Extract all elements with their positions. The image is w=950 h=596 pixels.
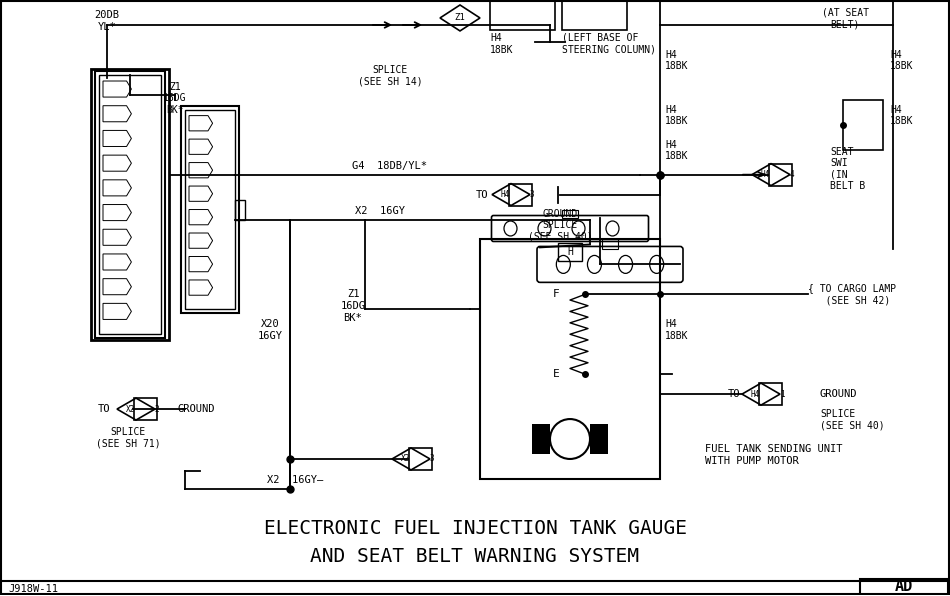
Text: E: E — [553, 369, 560, 379]
Text: H4: H4 — [761, 170, 770, 179]
Text: Z1: Z1 — [455, 14, 465, 23]
Text: H4
18BK: H4 18BK — [890, 105, 914, 126]
Bar — [558, 243, 582, 262]
Text: H4
18BK: H4 18BK — [665, 139, 689, 162]
Bar — [490, 0, 555, 30]
Text: X2  16GY: X2 16GY — [355, 206, 405, 216]
Text: { TO CARGO LAMP
   (SEE SH 42): { TO CARGO LAMP (SEE SH 42) — [808, 284, 896, 305]
Text: 20DB
YL*: 20DB YL* — [94, 10, 120, 32]
Text: GROUND: GROUND — [820, 389, 858, 399]
Bar — [95, 71, 165, 339]
Text: H4: H4 — [750, 390, 760, 399]
Text: X20
16GY: X20 16GY — [257, 319, 282, 341]
Text: Z1
16DG
BK*: Z1 16DG BK* — [163, 82, 187, 115]
Text: H: H — [567, 247, 573, 257]
Text: H4
18BK: H4 18BK — [665, 105, 689, 126]
Text: GROUND
SPLICE
(SEE SH 40): GROUND SPLICE (SEE SH 40) — [527, 209, 592, 242]
Text: H4: H4 — [501, 190, 510, 199]
Bar — [235, 200, 245, 219]
Bar — [91, 69, 169, 340]
Text: X2: X2 — [125, 405, 135, 414]
Bar — [562, 0, 627, 30]
Text: AD: AD — [895, 579, 913, 594]
Text: X2: X2 — [401, 455, 410, 464]
Text: Z1
16DG
BK*: Z1 16DG BK* — [340, 289, 366, 322]
Text: 4: 4 — [789, 170, 794, 179]
Bar — [480, 240, 660, 479]
Text: 1: 1 — [780, 390, 785, 399]
Bar — [602, 240, 618, 250]
Text: ELECTRONIC FUEL INJECTION TANK GAUGE: ELECTRONIC FUEL INJECTION TANK GAUGE — [263, 519, 687, 538]
Text: F: F — [553, 289, 560, 299]
Text: H4
18BK: H4 18BK — [665, 319, 689, 341]
Bar — [99, 75, 161, 334]
Text: H4
18BK: H4 18BK — [490, 33, 514, 54]
Text: 2: 2 — [155, 405, 160, 414]
Text: TO: TO — [476, 190, 488, 200]
Text: 3: 3 — [530, 190, 534, 199]
Text: J918W-11: J918W-11 — [8, 583, 58, 594]
Text: H4
18BK: H4 18BK — [890, 50, 914, 72]
Bar — [532, 424, 550, 454]
Text: AND SEAT BELT WARNING SYSTEM: AND SEAT BELT WARNING SYSTEM — [311, 547, 639, 566]
Text: TO: TO — [728, 389, 740, 399]
Bar — [185, 110, 235, 309]
Circle shape — [550, 419, 590, 459]
Text: GROUND: GROUND — [178, 404, 216, 414]
Text: SEAT
SWI
(IN
BELT B: SEAT SWI (IN BELT B — [830, 147, 865, 191]
Text: FUEL TANK SENDING UNIT
WITH PUMP MOTOR: FUEL TANK SENDING UNIT WITH PUMP MOTOR — [705, 444, 843, 465]
Text: SPLICE
(SEE SH 71): SPLICE (SEE SH 71) — [96, 427, 161, 449]
Text: H4
18BK: H4 18BK — [665, 50, 689, 72]
Text: (LEFT BASE OF
STEERING COLUMN): (LEFT BASE OF STEERING COLUMN) — [562, 33, 656, 54]
Bar — [843, 100, 883, 150]
Text: (AT SEAT
BELT): (AT SEAT BELT) — [822, 8, 868, 30]
Text: G4  18DB/YL*: G4 18DB/YL* — [352, 160, 428, 170]
Bar — [590, 424, 608, 454]
Text: SPLICE
(SEE SH 40): SPLICE (SEE SH 40) — [820, 409, 884, 431]
Text: X2  16GY—: X2 16GY— — [267, 475, 323, 485]
Text: SPLICE
(SEE SH 14): SPLICE (SEE SH 14) — [358, 65, 423, 86]
Bar — [181, 105, 239, 313]
Text: TO: TO — [98, 404, 110, 414]
Bar — [860, 579, 948, 595]
Text: 3: 3 — [429, 455, 434, 464]
Bar — [562, 210, 578, 218]
